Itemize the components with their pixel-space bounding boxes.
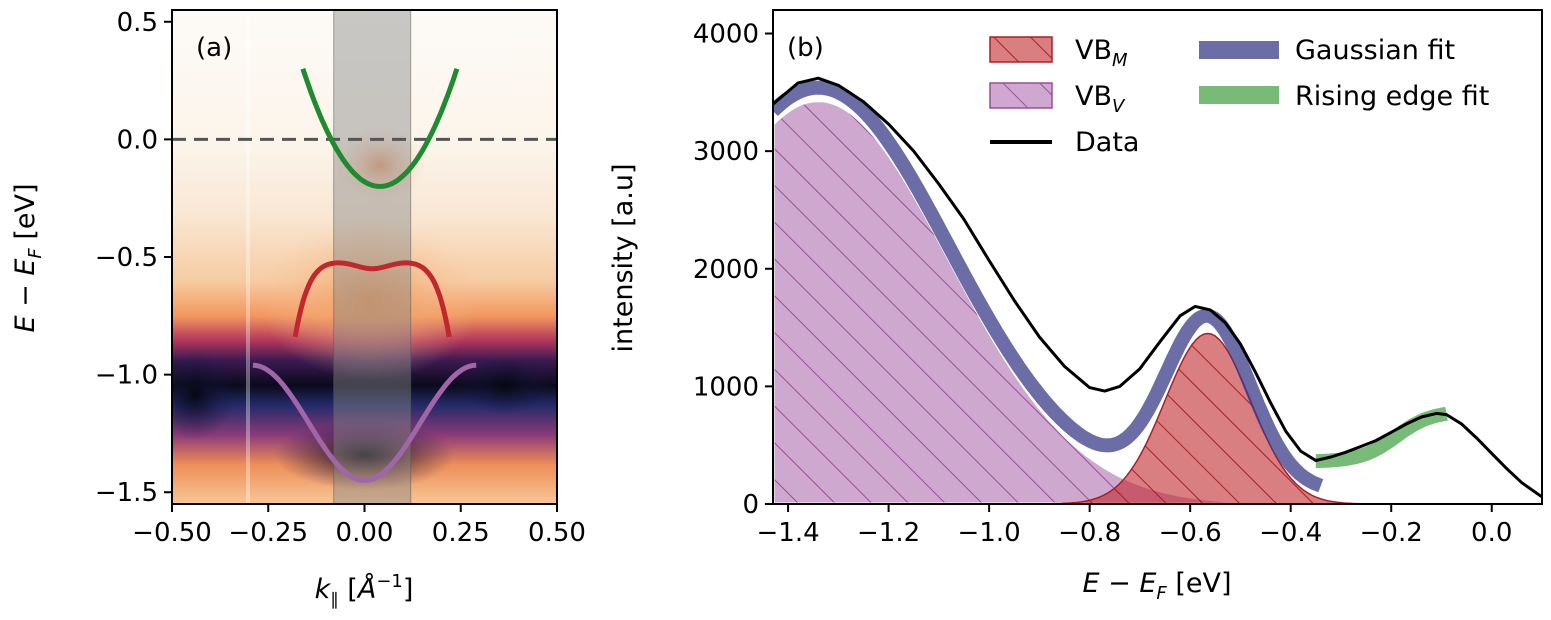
panel-b-x-tick-label: −0.8: [1058, 518, 1121, 548]
legend-swatch-rising-edge-fit: [1199, 86, 1279, 104]
panel-a-x-tick-label: −0.50: [132, 518, 212, 548]
panel-b-y-tick-label: 2000: [693, 255, 759, 285]
heatmap-artifact-line: [246, 10, 250, 504]
panel-b-y-tick-label: 0: [742, 490, 759, 520]
legend-item-gaussian-fit: Gaussian fit: [1199, 35, 1455, 66]
panel-a-y-label: E − EF [eV]: [10, 183, 46, 332]
panel-b-spectrum: (b) −1.4 −1.2 −1.0 −0.8 −0.6 −0.4 −0.2 0.0 0 100…: [608, 9, 1543, 604]
panel-b-y-tick-label: 4000: [693, 20, 759, 50]
panel-b-x-tick-label: −1.0: [958, 518, 1021, 548]
panel-b-frame: [772, 9, 1543, 505]
legend-item-vb-m: VBM: [989, 35, 1128, 71]
heatmap-dark-left: [172, 350, 235, 440]
band-red: [292, 260, 452, 338]
legend-label-vb-m: VBM: [1075, 35, 1128, 71]
panel-a-y-tick-label: −0.5: [95, 243, 158, 273]
legend-label-rising-edge-fit: Rising edge fit: [1295, 81, 1489, 112]
panel-a-x-label: k∥ [Å−1]: [315, 571, 414, 610]
panel-a-x-tick-label: −0.25: [228, 518, 308, 548]
legend: VBM VBV Data Gaussian fit Rising edge fi…: [989, 35, 1489, 158]
panel-a-y-tick-label: −1.5: [95, 478, 158, 508]
legend-swatch-gaussian-fit: [1199, 41, 1279, 59]
panel-b-x-tick-label: −0.6: [1159, 518, 1222, 548]
panel-a-y-tick-label: 0.0: [117, 125, 158, 155]
legend-item-data: Data: [990, 127, 1139, 158]
panel-b-y-ticks: 0 1000 2000 3000 4000: [693, 20, 773, 520]
band-green: [300, 68, 460, 189]
heatmap-dark-right: [460, 355, 550, 415]
panel-b-y-label: intensity [a.u]: [608, 164, 639, 353]
panel-b-x-tick-label: −1.4: [757, 518, 820, 548]
panel-b-y-tick-label: 1000: [693, 372, 759, 402]
heatmap-fermi-feature: [330, 125, 430, 205]
panel-a-y-tick-label: 0.5: [117, 8, 158, 38]
panel-a-x-tick-label: 0.25: [432, 518, 490, 548]
legend-swatch-vb-v: [989, 82, 1053, 109]
legend-item-rising-edge-fit: Rising edge fit: [1199, 81, 1489, 112]
panel-a-y-ticks: 0.5 0.0 −0.5 −1.0 −1.5: [95, 8, 172, 508]
panel-a-x-ticks: −0.50 −0.25 0.00 0.25 0.50: [132, 504, 586, 548]
panel-b-x-label: E − EF [eV]: [1082, 568, 1231, 604]
legend-swatch-vb-m: [989, 36, 1053, 63]
integration-window: [333, 10, 412, 504]
panel-b-x-tick-label: −0.2: [1360, 518, 1423, 548]
panel-b-label: (b): [787, 33, 824, 63]
legend-item-vb-v: VBV: [989, 81, 1126, 117]
panel-a-label: (a): [196, 33, 232, 63]
panel-a-heatmap: (a) −0.50 −0.25 0.00 0.25 0.50 0.5 0.0 −0.5 −1.…: [10, 8, 586, 610]
panel-b-x-ticks: −1.4 −1.2 −1.0 −0.8 −0.6 −0.4 −0.2 0.0: [757, 504, 1512, 548]
data-line: [773, 76, 1542, 499]
heatmap-center-feature: [260, 220, 480, 380]
area-vb-m: [773, 332, 1542, 504]
panel-b-x-tick-label: −1.2: [857, 518, 920, 548]
legend-label-gaussian-fit: Gaussian fit: [1295, 35, 1455, 66]
legend-label-data: Data: [1075, 127, 1139, 158]
panel-a-x-tick-label: 0.00: [336, 518, 394, 548]
panel-a-x-tick-label: 0.50: [528, 518, 586, 548]
gaussian-fit-band: [773, 80, 1326, 493]
panel-b-x-tick-label: −0.4: [1259, 518, 1322, 548]
panel-a-y-tick-label: −1.0: [95, 361, 158, 391]
band-purple: [252, 362, 477, 484]
legend-label-vb-v: VBV: [1075, 81, 1126, 117]
panel-b-y-tick-label: 3000: [693, 137, 759, 167]
panel-b-x-tick-label: 0.0: [1471, 518, 1512, 548]
rising-edge-fit-band: [1315, 406, 1448, 469]
